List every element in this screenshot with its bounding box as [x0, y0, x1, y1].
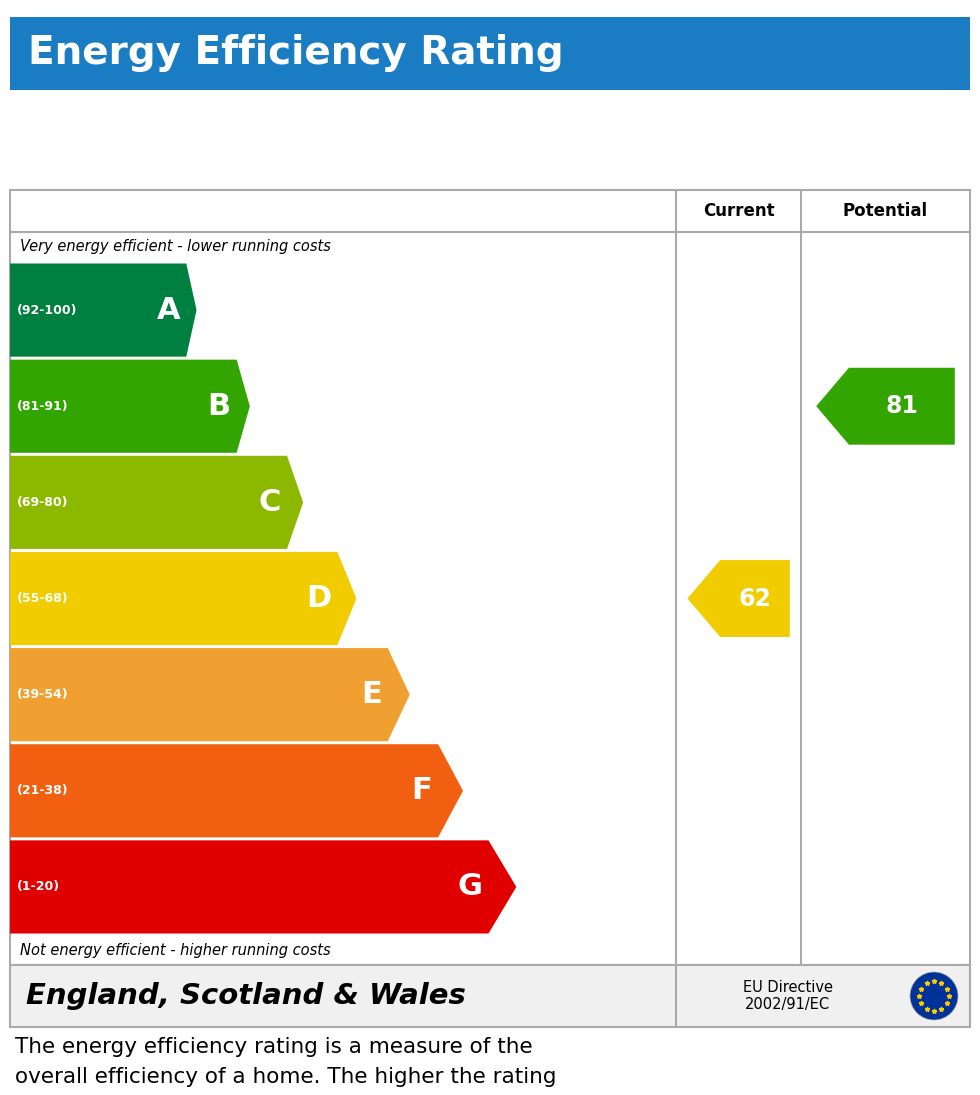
Text: (21-38): (21-38): [17, 784, 69, 797]
Text: Energy Efficiency Rating: Energy Efficiency Rating: [28, 35, 563, 72]
Text: EU Directive: EU Directive: [743, 980, 833, 995]
Text: D: D: [306, 584, 331, 613]
Text: 81: 81: [885, 394, 918, 418]
Bar: [10, 191, 970, 965]
Text: A: A: [157, 296, 180, 324]
Text: (1-20): (1-20): [17, 880, 60, 894]
Text: (55-68): (55-68): [17, 592, 69, 606]
Text: Current: Current: [703, 201, 774, 220]
Text: C: C: [259, 488, 281, 517]
Text: (69-80): (69-80): [17, 496, 69, 509]
Circle shape: [910, 972, 958, 1021]
Polygon shape: [10, 264, 197, 357]
Text: G: G: [458, 873, 482, 901]
Text: (39-54): (39-54): [17, 688, 69, 701]
Text: B: B: [208, 392, 230, 420]
Polygon shape: [10, 552, 357, 645]
Text: F: F: [412, 776, 432, 805]
Text: Potential: Potential: [843, 201, 928, 220]
Polygon shape: [816, 368, 955, 445]
Text: E: E: [361, 680, 382, 710]
Text: (92-100): (92-100): [17, 303, 77, 316]
Polygon shape: [10, 745, 463, 838]
Polygon shape: [688, 560, 790, 637]
Bar: [10, 965, 970, 1027]
Polygon shape: [10, 456, 303, 549]
Text: Not energy efficient - higher running costs: Not energy efficient - higher running co…: [20, 943, 330, 957]
Text: Very energy efficient - lower running costs: Very energy efficient - lower running co…: [20, 240, 331, 254]
Polygon shape: [10, 648, 410, 741]
Polygon shape: [10, 840, 516, 934]
Bar: [10, 18, 970, 90]
Text: 2002/91/EC: 2002/91/EC: [746, 998, 830, 1013]
Text: 62: 62: [739, 587, 771, 611]
Text: (81-91): (81-91): [17, 400, 69, 413]
Text: England, Scotland & Wales: England, Scotland & Wales: [26, 982, 465, 1010]
Polygon shape: [10, 359, 250, 453]
Text: The energy efficiency rating is a measure of the
overall efficiency of a home. T: The energy efficiency rating is a measur…: [15, 1037, 557, 1095]
